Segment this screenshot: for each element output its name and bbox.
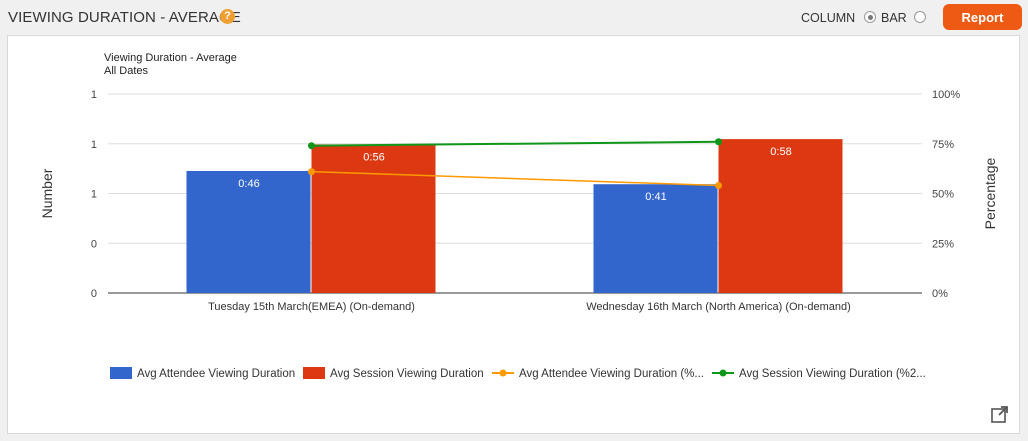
bar-data-label: 0:58: [770, 146, 791, 158]
page-title: VIEWING DURATION - AVERAGE: [8, 9, 241, 26]
external-link-icon[interactable]: [991, 405, 1009, 423]
x-tick-label: Tuesday 15th March(EMEA) (On-demand): [208, 301, 415, 313]
legend-marker: [499, 369, 507, 377]
legend-swatch: [303, 367, 325, 379]
line-point: [715, 138, 722, 146]
series-line: [311, 170, 719, 187]
bar-data-label: 0:41: [645, 191, 666, 203]
y2-tick-label: 0%: [932, 288, 948, 300]
legend-label: Avg Attendee Viewing Duration (%...: [519, 368, 704, 380]
legend-swatch: [110, 367, 132, 379]
legend-label: Avg Attendee Viewing Duration: [137, 368, 295, 380]
y-axis-title: Number: [39, 168, 55, 218]
legend-marker: [719, 369, 727, 377]
line-point: [308, 168, 315, 176]
legend-label: Avg Session Viewing Duration: [330, 368, 484, 380]
y-tick-label: 1: [91, 139, 97, 151]
header: VIEWING DURATION - AVERAGE ? COLUMN BAR …: [0, 0, 1028, 34]
column-option-label: COLUMN: [801, 11, 856, 25]
y-tick-label: 0: [91, 288, 97, 300]
series-line: [311, 140, 719, 147]
bar-option-label: BAR: [881, 11, 907, 25]
y2-tick-label: 50%: [932, 189, 954, 201]
bar: [186, 170, 311, 293]
line-point: [308, 142, 315, 150]
y-tick-label: 0: [91, 238, 97, 250]
legend-label: Avg Session Viewing Duration (%2...: [739, 368, 926, 380]
y-tick-label: 1: [91, 89, 97, 101]
report-button[interactable]: Report: [943, 4, 1022, 30]
y2-tick-label: 75%: [932, 139, 954, 151]
bar-data-label: 0:56: [363, 151, 384, 163]
chart-title-line2: All Dates: [104, 65, 149, 77]
y-tick-label: 1: [91, 189, 97, 201]
y2-tick-label: 25%: [932, 238, 954, 250]
bar-radio[interactable]: [914, 11, 926, 23]
bar-data-label: 0:46: [238, 178, 259, 190]
y2-axis-title: Percentage: [982, 157, 998, 229]
line-point: [715, 182, 722, 190]
chart-title: Viewing Duration - Average All Dates: [104, 52, 237, 78]
x-tick-label: Wednesday 16th March (North America) (On…: [586, 301, 851, 313]
help-icon[interactable]: ?: [220, 9, 235, 24]
bar: [311, 144, 436, 293]
chart-title-line1: Viewing Duration - Average: [104, 52, 237, 64]
bar: [593, 184, 718, 293]
bar: [718, 139, 843, 293]
column-radio[interactable]: [864, 11, 876, 23]
chart-panel: [7, 35, 1020, 434]
y2-tick-label: 100%: [932, 89, 960, 101]
